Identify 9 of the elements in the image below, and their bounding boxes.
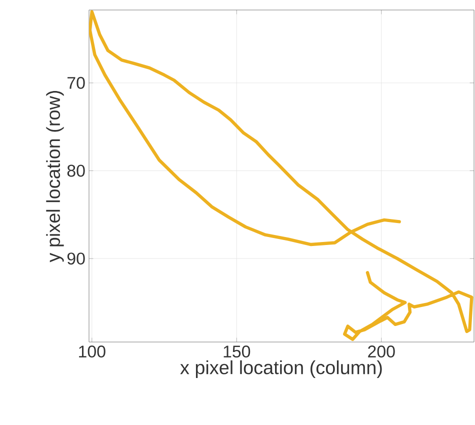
x-tick-label: 150 [224,346,250,358]
x-axis-title: x pixel location (column) [180,360,382,378]
y-tick-label: 90 [67,252,85,265]
x-tick-label: 200 [368,346,395,358]
y-tick-label: 80 [67,164,85,177]
y-tick-label: 70 [68,76,85,89]
x-tick-label: 100 [79,346,106,358]
y-axis-title: y pixel location (row) [46,90,64,262]
line-series [89,10,474,341]
